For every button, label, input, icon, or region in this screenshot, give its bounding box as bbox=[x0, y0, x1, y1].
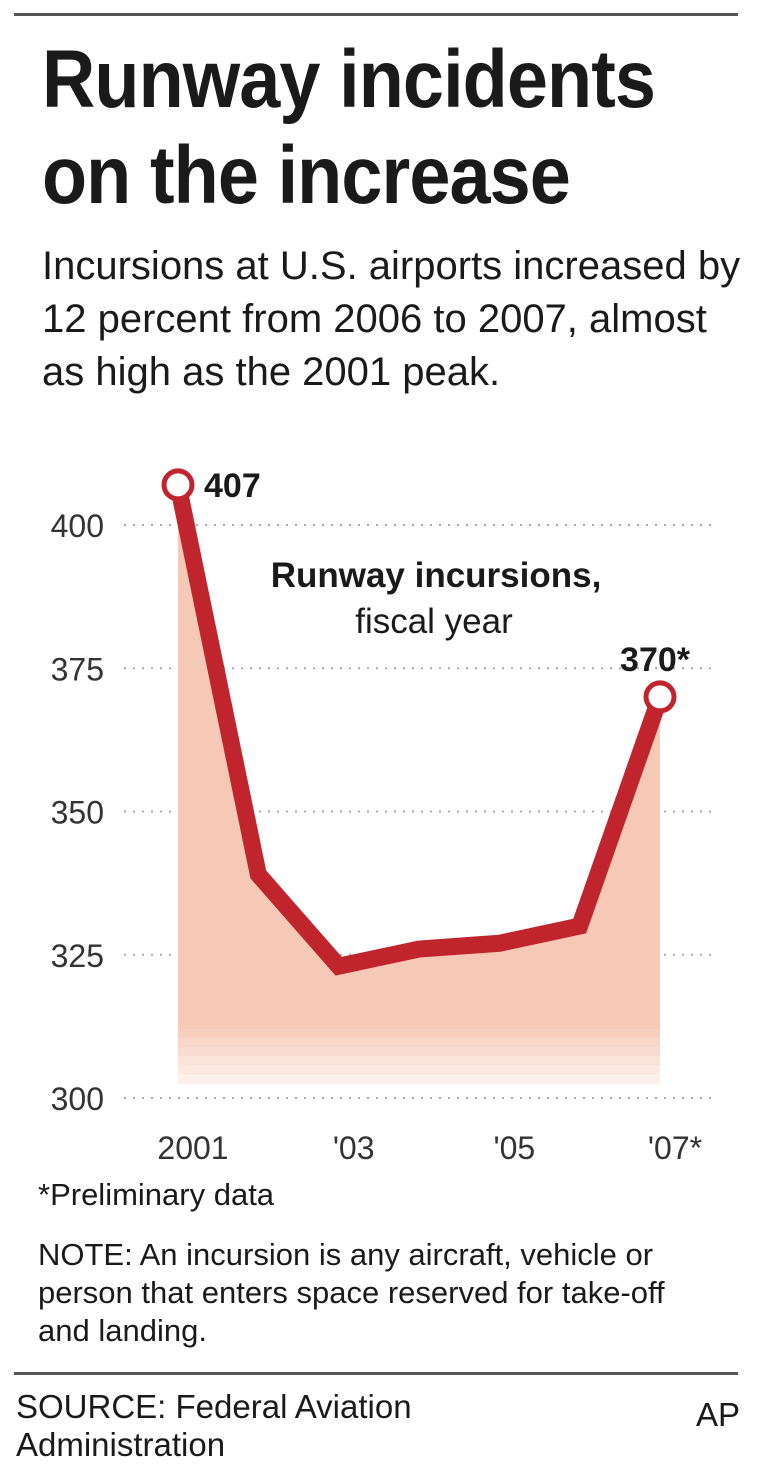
data-point-marker bbox=[643, 680, 677, 714]
series-line bbox=[169, 483, 669, 976]
y-tick-label: 375 bbox=[51, 651, 104, 687]
bottom-rule bbox=[14, 1372, 738, 1375]
x-tick-label: '03 bbox=[333, 1130, 375, 1166]
x-tick-label: '05 bbox=[493, 1130, 535, 1166]
y-tick-label: 325 bbox=[51, 938, 104, 974]
x-tick-label: 2001 bbox=[157, 1130, 228, 1166]
area-fade-band bbox=[178, 1074, 660, 1085]
y-tick-label: 350 bbox=[51, 795, 104, 831]
definition-note: NOTE: An incursion is any aircraft, vehi… bbox=[38, 1237, 665, 1348]
x-tick-label: '07* bbox=[648, 1130, 702, 1166]
area-fade-band bbox=[178, 1056, 660, 1067]
data-point-marker bbox=[161, 468, 195, 502]
area-fill bbox=[178, 484, 660, 1084]
x-axis-ticks: 2001 '03 '05 '07* bbox=[157, 1130, 702, 1166]
footnote-preliminary: *Preliminary data bbox=[38, 1177, 275, 1212]
data-label: 370* bbox=[620, 641, 691, 679]
source-credit: SOURCE: Federal Aviation Administration bbox=[16, 1388, 412, 1463]
area-fade-band bbox=[178, 1038, 660, 1048]
data-points bbox=[161, 468, 677, 714]
area-fade-band bbox=[178, 1029, 660, 1039]
data-label: 407 bbox=[204, 467, 261, 505]
y-tick-label: 300 bbox=[51, 1081, 104, 1117]
agency-credit: AP bbox=[695, 1396, 740, 1433]
y-tick-label: 400 bbox=[51, 508, 104, 544]
area-fade-band bbox=[178, 1065, 660, 1076]
chart-subtitle: Incursions at U.S. airports increased by… bbox=[42, 244, 741, 394]
page-title: Runway incidents on the increase bbox=[42, 34, 656, 221]
chart-inner-subtitle: fiscal year bbox=[355, 602, 513, 641]
runway-incursions-chart: 300 325 350 375 400 2001 '03 '05 '07* Runway in… bbox=[51, 467, 712, 1166]
top-rule bbox=[14, 13, 738, 16]
data-labels: 407 370* bbox=[204, 467, 691, 679]
chart-inner-title: Runway incursions, bbox=[271, 556, 602, 595]
area-fade bbox=[178, 1029, 660, 1085]
y-axis-ticks: 300 325 350 375 400 bbox=[51, 508, 104, 1117]
area-fade-band bbox=[178, 1047, 660, 1058]
